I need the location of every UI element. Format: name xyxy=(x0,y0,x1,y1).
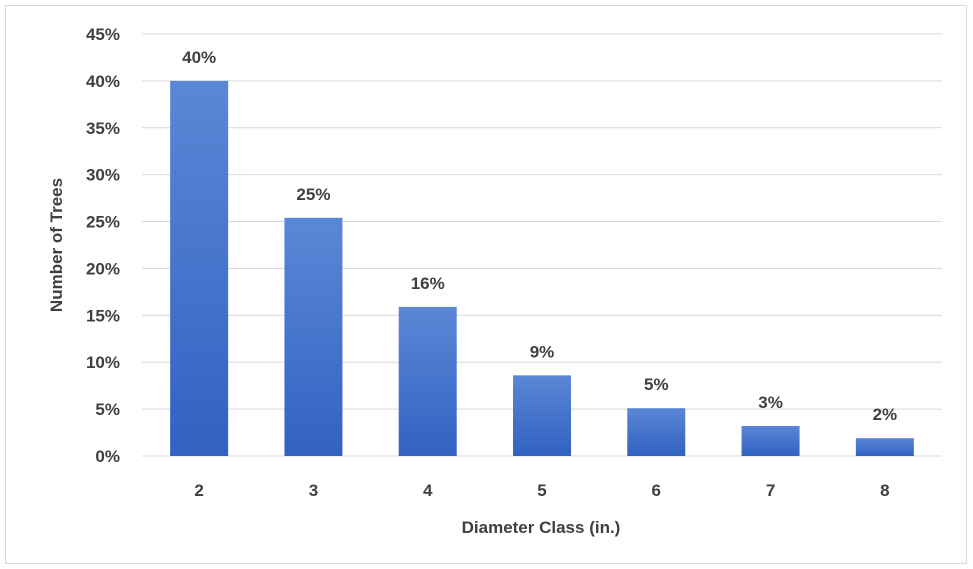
x-tick-label: 4 xyxy=(423,481,433,500)
y-tick-label: 10% xyxy=(86,353,120,372)
data-label: 2% xyxy=(873,405,898,424)
data-label: 16% xyxy=(411,274,445,293)
bar xyxy=(398,306,457,456)
bars xyxy=(170,80,914,456)
y-tick-label: 5% xyxy=(95,400,120,419)
bar xyxy=(170,80,229,456)
x-tick-label: 6 xyxy=(652,481,661,500)
y-axis-ticks: 0% 5% 10% 15% 20% 25% 30% 35% 40% 45% xyxy=(86,25,120,466)
x-axis-title: Diameter Class (in.) xyxy=(462,518,621,537)
bar xyxy=(284,217,343,456)
y-tick-label: 0% xyxy=(95,447,120,466)
data-labels: 40% 25% 16% 9% 5% 3% 2% xyxy=(182,48,897,424)
data-label: 40% xyxy=(182,48,216,67)
x-tick-label: 5 xyxy=(537,481,546,500)
x-tick-label: 2 xyxy=(194,481,203,500)
bar xyxy=(741,425,800,456)
y-axis-title: Number of Trees xyxy=(47,178,66,312)
data-label: 9% xyxy=(530,342,555,361)
bar xyxy=(513,375,571,456)
gridlines xyxy=(142,33,942,457)
data-label: 3% xyxy=(758,393,783,412)
data-label: 5% xyxy=(644,375,669,394)
chart-frame xyxy=(5,5,967,564)
x-axis-ticks: 2 3 4 5 6 7 8 xyxy=(194,481,889,500)
y-tick-label: 25% xyxy=(86,213,120,232)
y-tick-label: 40% xyxy=(86,72,120,91)
y-tick-label: 45% xyxy=(86,25,120,44)
x-tick-label: 7 xyxy=(766,481,775,500)
y-tick-label: 30% xyxy=(86,166,120,185)
bar xyxy=(627,408,686,456)
y-tick-label: 15% xyxy=(86,306,120,325)
bar xyxy=(855,438,914,456)
x-tick-label: 3 xyxy=(309,481,318,500)
data-label: 25% xyxy=(296,185,330,204)
y-tick-label: 35% xyxy=(86,119,120,138)
y-tick-label: 20% xyxy=(86,259,120,278)
x-tick-label: 8 xyxy=(880,481,889,500)
